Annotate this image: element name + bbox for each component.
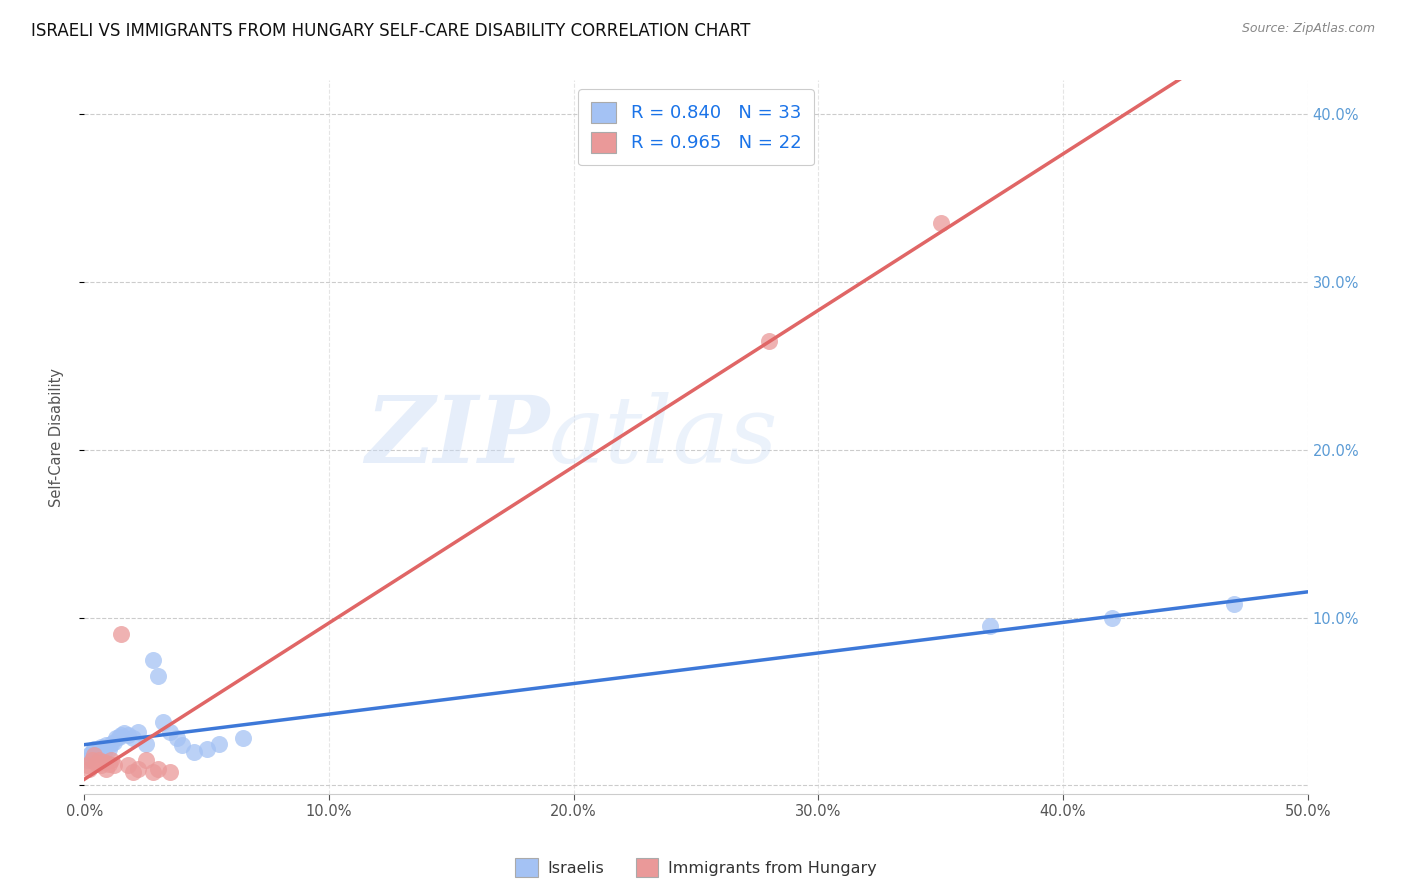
Point bbox=[159, 724, 181, 739]
Point bbox=[122, 765, 145, 780]
Point bbox=[208, 737, 231, 751]
Point bbox=[117, 758, 139, 772]
Point bbox=[979, 619, 1001, 633]
Point bbox=[93, 745, 115, 759]
Text: ZIP: ZIP bbox=[366, 392, 550, 482]
Point bbox=[146, 669, 169, 683]
Point bbox=[142, 765, 165, 780]
Point bbox=[80, 753, 103, 767]
Point bbox=[127, 724, 149, 739]
Y-axis label: Self-Care Disability: Self-Care Disability bbox=[49, 368, 63, 507]
Point bbox=[127, 762, 149, 776]
Point bbox=[112, 726, 135, 740]
Text: ISRAELI VS IMMIGRANTS FROM HUNGARY SELF-CARE DISABILITY CORRELATION CHART: ISRAELI VS IMMIGRANTS FROM HUNGARY SELF-… bbox=[31, 22, 751, 40]
Point bbox=[117, 728, 139, 742]
Point bbox=[1223, 597, 1246, 611]
Point bbox=[90, 739, 112, 754]
Point bbox=[93, 755, 115, 769]
Point bbox=[110, 728, 132, 742]
Point bbox=[107, 730, 129, 744]
Point bbox=[232, 731, 254, 746]
Point bbox=[110, 627, 132, 641]
Legend: Israelis, Immigrants from Hungary: Israelis, Immigrants from Hungary bbox=[509, 852, 883, 883]
Point bbox=[97, 741, 120, 756]
Point bbox=[76, 758, 98, 772]
Text: atlas: atlas bbox=[550, 392, 779, 482]
Point bbox=[195, 741, 218, 756]
Point bbox=[103, 758, 125, 772]
Point bbox=[96, 738, 118, 752]
Point bbox=[929, 216, 952, 230]
Point bbox=[87, 743, 110, 757]
Point bbox=[135, 753, 157, 767]
Point bbox=[100, 753, 122, 767]
Point bbox=[96, 762, 118, 776]
Point bbox=[135, 737, 157, 751]
Point bbox=[87, 753, 110, 767]
Point bbox=[83, 748, 105, 763]
Point bbox=[83, 741, 105, 756]
Point bbox=[152, 714, 174, 729]
Point bbox=[159, 765, 181, 780]
Point bbox=[76, 753, 98, 767]
Point bbox=[90, 758, 112, 772]
Point bbox=[80, 745, 103, 759]
Point bbox=[1101, 610, 1123, 624]
Point bbox=[166, 731, 188, 746]
Text: Source: ZipAtlas.com: Source: ZipAtlas.com bbox=[1241, 22, 1375, 36]
Point bbox=[105, 731, 128, 746]
Point bbox=[103, 735, 125, 749]
Point bbox=[183, 745, 205, 759]
Point bbox=[172, 738, 194, 752]
Point bbox=[100, 737, 122, 751]
Point bbox=[758, 334, 780, 348]
Point bbox=[97, 756, 120, 771]
Point bbox=[142, 652, 165, 666]
Point bbox=[77, 762, 100, 776]
Point bbox=[86, 747, 108, 761]
Point bbox=[77, 748, 100, 763]
Point bbox=[122, 731, 145, 746]
Point bbox=[86, 756, 108, 771]
Point bbox=[146, 762, 169, 776]
